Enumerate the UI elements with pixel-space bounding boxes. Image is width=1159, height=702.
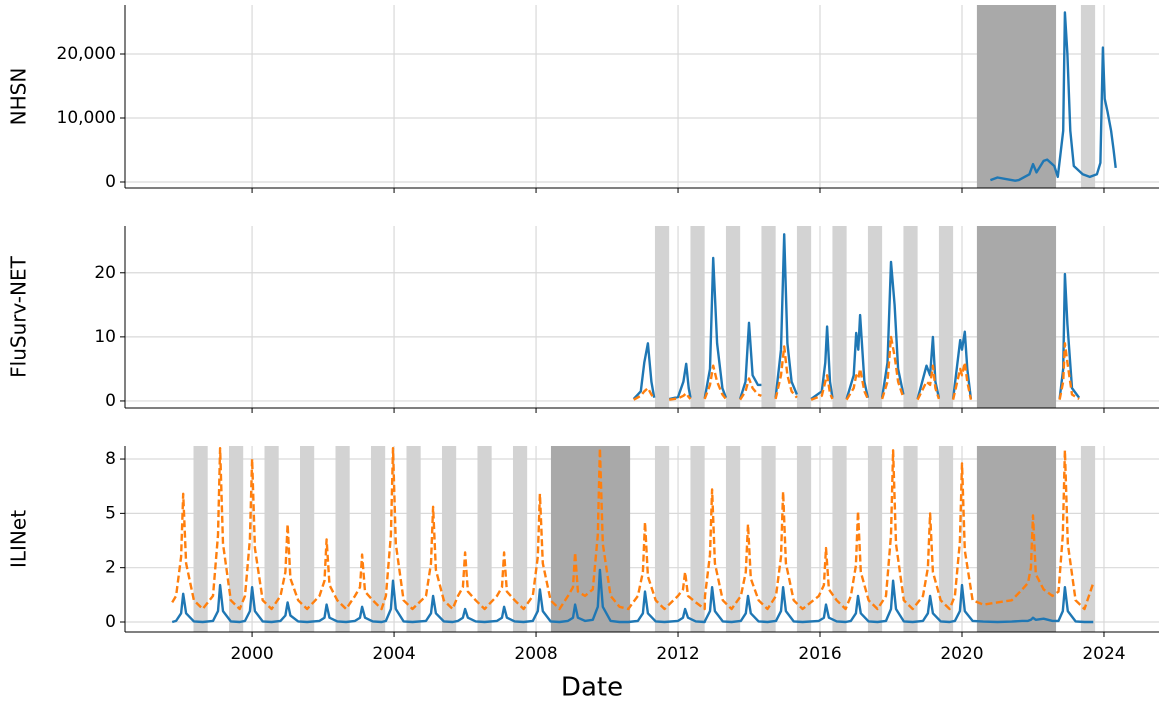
shaded-span (903, 446, 918, 632)
shaded-span (938, 446, 954, 632)
shaded-span (264, 446, 279, 632)
shaded-span (335, 446, 350, 632)
y-tick-label: 5 (105, 503, 116, 523)
shaded-span (725, 446, 741, 632)
y-axis-label: ILINet (7, 510, 31, 568)
shaded-span (654, 446, 670, 632)
shaded-span (299, 446, 315, 632)
y-tick-label: 10,000 (57, 108, 116, 128)
shaded-span (550, 446, 631, 632)
shaded-span (193, 446, 208, 632)
shaded-span (654, 226, 670, 408)
shaded-span (832, 446, 847, 632)
y-tick-label: 0 (105, 391, 116, 411)
shaded-span (477, 446, 492, 632)
x-tick-label: 2008 (514, 644, 557, 664)
shaded-span (1080, 446, 1096, 632)
panel: 0 10 20 FluSurv-NET (7, 226, 1159, 413)
y-tick-label: 20,000 (57, 44, 116, 64)
x-axis-label: Date (561, 673, 623, 702)
shaded-span (976, 5, 1057, 188)
series-line (632, 233, 1081, 401)
x-tick-label: 2016 (798, 644, 841, 664)
y-tick-label: 10 (94, 327, 116, 347)
y-tick-label: 2 (105, 558, 116, 578)
shaded-span (690, 446, 705, 632)
shaded-span (761, 446, 776, 632)
shaded-span (725, 226, 741, 408)
shaded-span (976, 226, 1057, 408)
shaded-span (370, 446, 386, 632)
shaded-span (796, 226, 812, 408)
series-line (171, 447, 1095, 611)
x-tick-label: 2012 (656, 644, 699, 664)
series-line (171, 568, 1094, 624)
shaded-span (903, 226, 918, 408)
panel: 0 2 5 8 2000 2004 2008 2012 2016 2020 2024 ILINet Da… (7, 446, 1159, 702)
shaded-span (867, 446, 883, 632)
x-tick-label: 2024 (1082, 644, 1125, 664)
shaded-span (938, 226, 954, 408)
y-axis-label: NHSN (7, 68, 31, 126)
x-tick-label: 2000 (230, 644, 273, 664)
x-tick-label: 2004 (372, 644, 415, 664)
shaded-span (690, 226, 705, 408)
shaded-span (976, 446, 1057, 632)
x-tick-label: 2020 (940, 644, 983, 664)
shaded-span (406, 446, 421, 632)
shaded-span (867, 226, 883, 408)
shaded-span (761, 226, 776, 408)
series-line (989, 11, 1117, 182)
y-tick-label: 0 (105, 612, 116, 632)
shaded-span (796, 446, 812, 632)
y-axis-label: FluSurv-NET (7, 255, 31, 377)
y-tick-label: 0 (105, 172, 116, 192)
shaded-span (1080, 5, 1096, 188)
series-line (633, 335, 1080, 401)
shaded-span (832, 226, 847, 408)
shaded-span (229, 446, 244, 632)
shaded-span (512, 446, 528, 632)
y-tick-label: 8 (105, 449, 116, 469)
panel: 0 10,000 20,000 NHSN (7, 5, 1159, 193)
shaded-span (441, 446, 457, 632)
y-tick-label: 20 (94, 263, 116, 283)
